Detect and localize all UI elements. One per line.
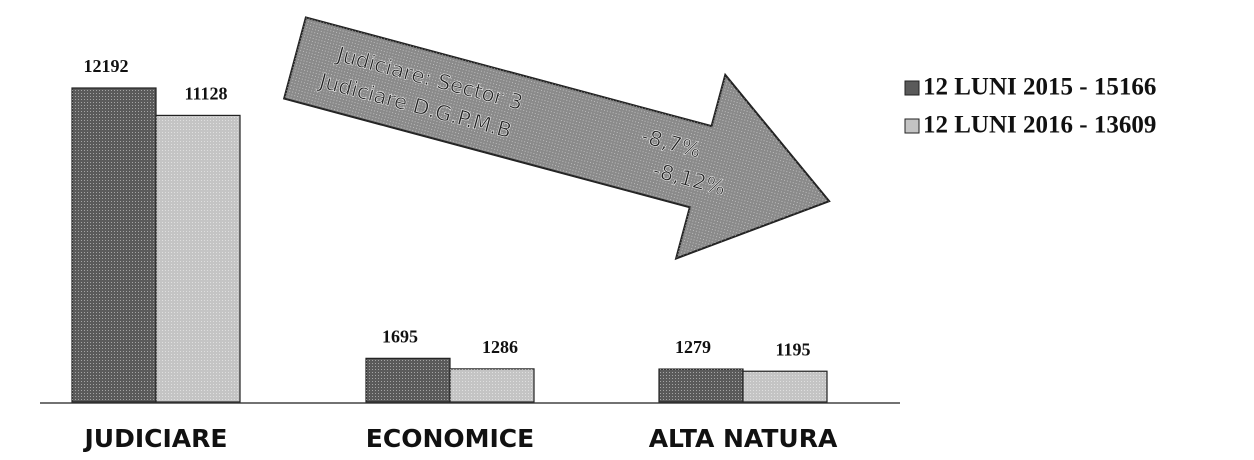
- data-label: 1286: [482, 337, 518, 357]
- bar-texture: [450, 368, 534, 402]
- bar-texture: [743, 371, 827, 402]
- arrow: Judiciare: Sector 3 -8,7% Judiciare D.G.…: [282, 16, 831, 261]
- legend-swatch: [904, 118, 920, 134]
- bar-texture: [366, 358, 450, 402]
- legend-swatch: [904, 80, 920, 96]
- data-label: 1195: [775, 339, 810, 359]
- x-tick-label: ALTA NATURA: [649, 424, 838, 453]
- x-tick-label: JUDICIARE: [83, 424, 228, 453]
- bar-texture: [659, 369, 743, 402]
- legend-label: 12 LUNI 2015 - 15166: [923, 74, 1156, 101]
- data-label: 1695: [382, 326, 418, 346]
- bar-texture: [72, 88, 156, 402]
- data-label: 1279: [675, 337, 711, 357]
- data-label: 12192: [84, 56, 129, 76]
- x-tick-label: ECONOMICE: [366, 424, 534, 453]
- data-label: 11128: [184, 84, 227, 104]
- legend-label: 12 LUNI 2016 - 13609: [923, 112, 1156, 139]
- bar-texture: [156, 115, 240, 402]
